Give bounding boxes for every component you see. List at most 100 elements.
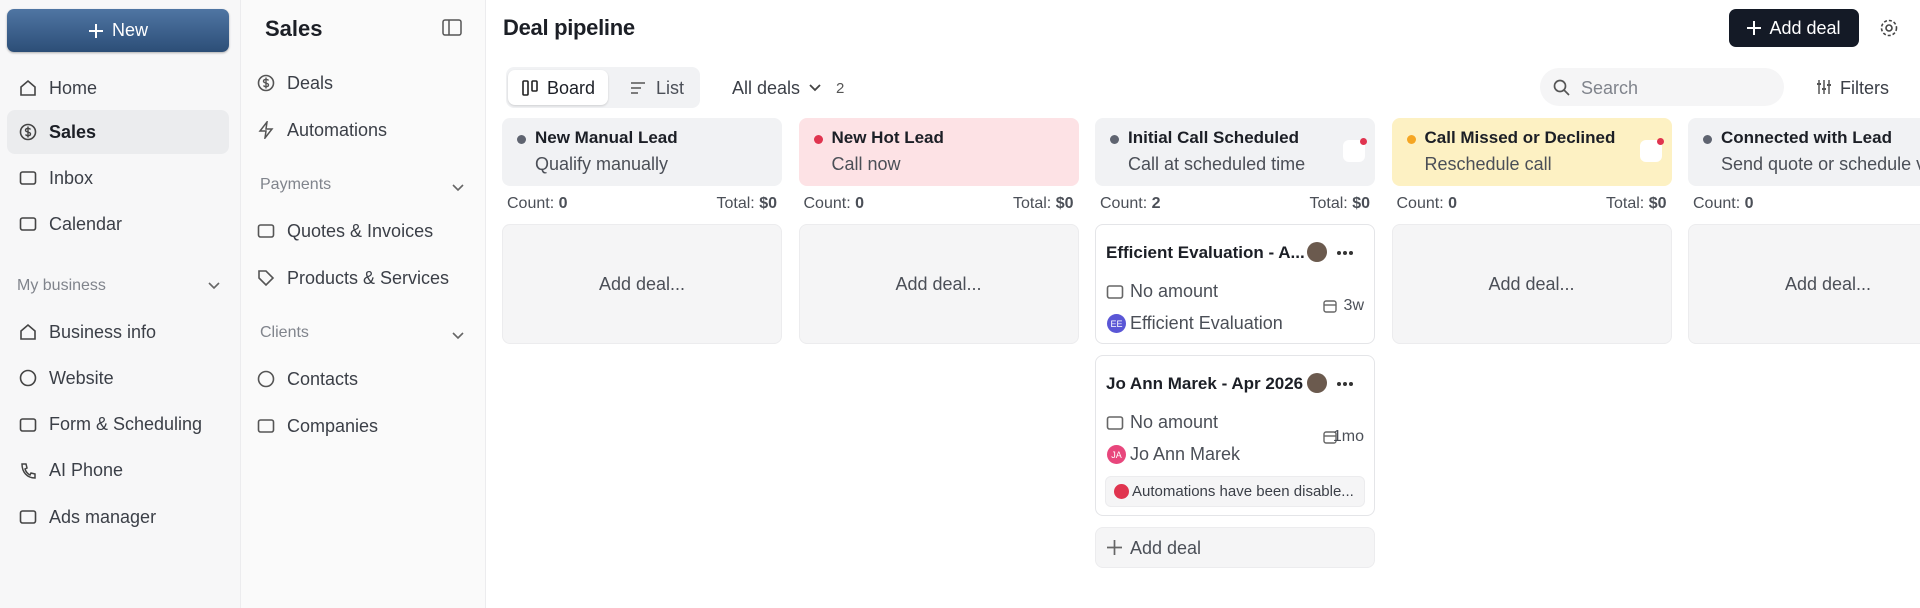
filter-count: 2 [836, 80, 845, 97]
count-label: Count: [1100, 195, 1148, 212]
badge-dot [1656, 138, 1664, 145]
contact-name: Jo Ann Marek [1130, 444, 1241, 464]
nav-item[interactable]: Ads manager [7, 495, 229, 539]
automation-badge[interactable] [1343, 138, 1367, 162]
owner-avatar [1307, 373, 1327, 393]
panel-item[interactable]: Automations [245, 108, 477, 152]
chevron-icon [452, 332, 464, 340]
pipeline-column: New Hot Lead Call now Count: 0 Total: $0 Add… [798, 118, 1079, 344]
search-icon [1553, 79, 1570, 96]
icon [21, 463, 36, 479]
count-label: Count: [507, 195, 555, 212]
count-row: Count: 2 Total: $0 [1095, 186, 1375, 224]
list-label[interactable]: List [656, 78, 685, 98]
contact-name: Efficient Evaluation [1130, 313, 1283, 333]
dots-icon [1337, 382, 1353, 386]
nav-item[interactable]: Calendar [7, 202, 229, 246]
nav-item[interactable]: AI Phone [7, 449, 229, 493]
more-menu[interactable] [1336, 240, 1354, 261]
nav-item[interactable]: Form & Scheduling [7, 403, 229, 447]
panel-item[interactable]: Contacts [245, 357, 477, 401]
nav-item[interactable]: Inbox [7, 156, 229, 200]
chevron [451, 180, 465, 198]
status-dot [517, 135, 526, 144]
sidebar: New My business Home Sales Inbox Calendar Bu… [0, 0, 240, 608]
new-label: New [111, 20, 148, 40]
collapse-icon[interactable] [442, 19, 462, 36]
icon [1106, 285, 1124, 299]
plus-icon [1747, 21, 1762, 35]
count-row: Count: 0 Total: $0 [1392, 186, 1672, 224]
amount-icon [1106, 283, 1124, 306]
icon [19, 510, 37, 524]
count-label: Count: [803, 195, 851, 212]
nav-item[interactable]: Business info [7, 310, 229, 354]
nav-item[interactable]: Sales [7, 110, 229, 154]
count-value: 2 [1151, 195, 1161, 212]
section-title: Clients [260, 324, 309, 341]
panel-label: Companies [287, 415, 379, 436]
deal-card[interactable]: Jo Ann Marek - Apr 2026 No amount JA Jo Ann… [1095, 355, 1375, 516]
total-value: $0 [1352, 195, 1370, 212]
deal-age: 1mo [1332, 428, 1364, 445]
alert-dot [1114, 484, 1129, 499]
deal-card[interactable]: Efficient Evaluation - A... No amount EE Ef… [1095, 224, 1375, 344]
calendar-icon [1323, 299, 1337, 318]
status-dot [1110, 135, 1119, 144]
nav-label: Website [49, 367, 114, 388]
amount-icon [1106, 414, 1124, 437]
add-deal-button[interactable]: Add deal [1729, 9, 1859, 47]
chevron [451, 328, 465, 346]
total-label: Total: [1013, 195, 1052, 212]
board-tab[interactable] [508, 70, 608, 105]
column-subtitle: Reschedule call [1424, 154, 1552, 174]
total-value: $0 [759, 195, 777, 212]
icon [257, 224, 275, 238]
panel-item[interactable]: Companies [245, 404, 477, 448]
panel-label: Deals [287, 72, 334, 93]
count-row: Count: 0 Total: $0 [799, 186, 1079, 224]
calendar-icon [1323, 430, 1337, 449]
column-name: New Manual Lead [535, 128, 678, 147]
chevron [809, 84, 821, 92]
count-value: 0 [1448, 195, 1457, 212]
icon [1106, 416, 1124, 430]
chevron-icon [452, 184, 464, 192]
panel-item[interactable]: Deals [245, 61, 477, 105]
count-label: Count: [1396, 195, 1444, 212]
view-switch: Board List [506, 67, 700, 108]
search-box[interactable]: Search [1540, 68, 1784, 106]
total: Total: $0 [717, 195, 778, 213]
automation-alert: Automations have been disable... [1105, 476, 1365, 507]
add-deal-placeholder[interactable]: Add deal... [1688, 224, 1920, 344]
panel-item[interactable]: Products & Services [245, 256, 477, 300]
add-deal-placeholder[interactable]: Add deal... [502, 224, 782, 344]
deal-filter[interactable]: All deals [732, 78, 801, 98]
settings-icon[interactable] [1879, 18, 1899, 38]
panel-item[interactable]: Quotes & Invoices [245, 209, 477, 253]
column-header: Connected with Lead Send quote or schedul… [1688, 118, 1920, 186]
nav-item[interactable]: Home [7, 66, 229, 110]
add-deal-row[interactable]: Add deal [1095, 527, 1375, 568]
add-deal-placeholder[interactable]: Add deal... [798, 224, 1079, 344]
filters-icon [1817, 80, 1831, 94]
dots-icon [1337, 251, 1353, 255]
deal-age: 3w [1343, 297, 1364, 314]
add-deal-placeholder[interactable]: Add deal... [1391, 224, 1672, 344]
filters-button[interactable]: Filters [1840, 78, 1889, 98]
column-name: Initial Call Scheduled [1128, 128, 1299, 147]
panel-label: Contacts [287, 368, 359, 389]
count: Count: 0 [804, 195, 865, 213]
new-button[interactable]: New [7, 9, 229, 52]
page-title: Deal pipeline [503, 15, 635, 40]
count-value: 0 [855, 195, 864, 212]
deal-amount: No amount [1130, 412, 1219, 432]
total-value: $0 [1648, 195, 1667, 212]
more-menu[interactable] [1336, 371, 1354, 392]
automation-badge[interactable] [1639, 138, 1664, 162]
pipeline-column: New Manual Lead Qualify manually Count: 0 T… [502, 118, 782, 344]
nav-item[interactable]: Website [7, 356, 229, 400]
